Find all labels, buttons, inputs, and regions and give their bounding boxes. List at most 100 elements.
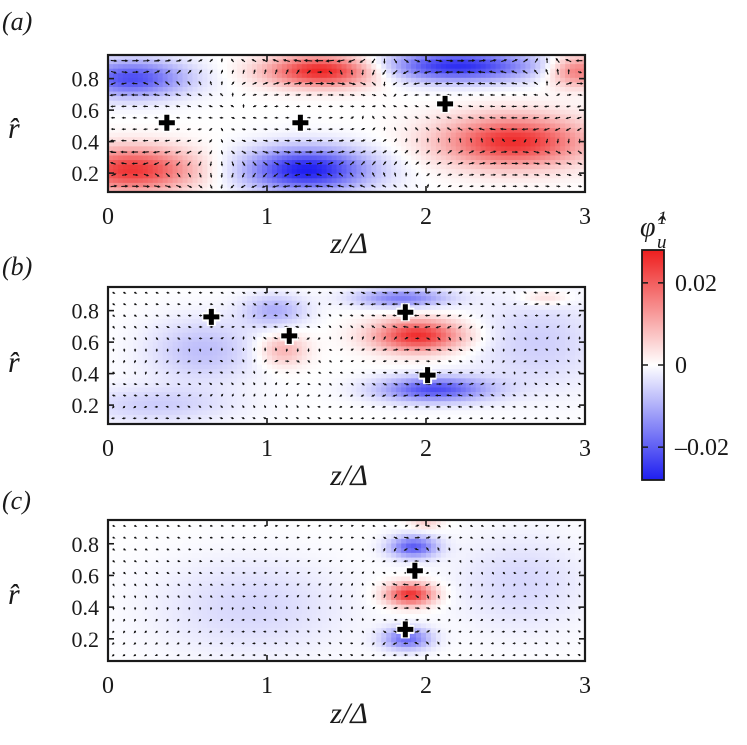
heatmap-cell [540,109,546,115]
heatmap-cell [227,328,233,334]
heatmap-cell [356,105,363,111]
heatmap-cell [296,296,303,302]
vector-arrow [209,184,213,189]
heatmap-cell [122,350,129,357]
heatmap-cell [108,155,114,161]
heatmap-cell [172,173,179,179]
heatmap-cell [157,350,164,357]
heatmap-cell [167,332,174,338]
heatmap-cell [535,160,541,166]
heatmap-cell [306,355,313,361]
vector-arrow [361,128,366,131]
heatmap-cell [252,382,258,389]
vector-arrow [512,59,518,63]
heatmap-cell [127,296,134,302]
heatmap-cell [301,86,308,93]
heatmap-cell [401,155,407,161]
heatmap-cell [127,137,134,143]
heatmap-cell [500,178,507,184]
heatmap-cell [232,105,238,111]
heatmap-cell [426,187,432,193]
heatmap-cell [316,178,323,184]
heatmap-cell [311,123,318,129]
heatmap-cell [242,86,248,93]
heatmap-cell [565,96,571,102]
heatmap-cell [286,96,293,102]
heatmap-cell [301,291,308,297]
heatmap-cell [237,141,243,147]
heatmap-cell [460,55,467,61]
vector-arrow [467,93,474,97]
heatmap-cell [132,77,139,83]
heatmap-cell [262,91,268,97]
heatmap-cell [336,328,343,334]
heatmap-cell [316,182,323,189]
heatmap-cell [157,300,164,306]
heatmap-cell [252,337,258,343]
heatmap-cell [281,182,288,189]
heatmap-cell [525,82,531,88]
heatmap-cell [217,86,223,93]
heatmap-cell [222,382,228,389]
heatmap-cell [435,109,442,115]
heatmap-cell [301,178,308,184]
heatmap-cell [470,55,477,61]
heatmap-cell [465,105,472,111]
heatmap-cell [440,178,447,184]
heatmap-cell [281,346,288,352]
heatmap-cell [112,314,119,320]
heatmap-cell [192,173,199,179]
heatmap-cell [137,68,144,74]
heatmap-cell [117,410,124,416]
vector-arrow [499,70,507,74]
heatmap-cell [475,160,482,166]
heatmap-cell [316,396,323,402]
heatmap-cell [108,105,114,111]
heatmap-cell [321,419,328,425]
heatmap-cell [535,109,541,115]
vector-arrow [122,173,128,176]
heatmap-cell [311,337,318,343]
heatmap-cell [485,132,492,138]
heatmap-cell [276,73,283,79]
heatmap-cell [217,146,223,152]
heatmap-cell [276,323,283,329]
heatmap-cell [112,414,119,421]
vector-arrow [186,150,192,154]
heatmap-cell [177,323,184,329]
heatmap-cell [326,164,333,170]
heatmap-cell [435,132,442,138]
heatmap-cell [276,314,283,320]
heatmap-cell [271,291,278,297]
heatmap-cell [247,59,253,65]
heatmap-cell [237,77,243,83]
heatmap-cell [172,401,179,407]
heatmap-cell [122,100,129,106]
vector-arrow [402,70,409,75]
heatmap-cell [311,73,318,79]
heatmap-cell [122,387,129,393]
heatmap-cell [202,137,208,143]
heatmap-cell [187,287,194,293]
heatmap-cell [480,132,487,138]
heatmap-cell [570,164,576,170]
vector-arrow [120,150,128,154]
heatmap-cell [336,350,343,357]
heatmap-cell [162,164,169,170]
vector-arrow [404,149,409,154]
heatmap-cell [172,364,179,370]
heatmap-cell [326,350,333,357]
heatmap-cell [192,77,199,83]
heatmap-cell [291,305,298,311]
vector-arrow [296,105,301,108]
heatmap-cell [301,64,308,70]
heatmap-cell [580,173,586,179]
heatmap-cell [281,396,288,402]
heatmap-cell [227,378,233,384]
heatmap-cell [386,123,392,129]
heatmap-cell [247,373,253,379]
heatmap-cell [267,314,273,320]
heatmap-cell [311,96,318,102]
heatmap-cell [460,68,467,74]
heatmap-cell [242,314,248,320]
